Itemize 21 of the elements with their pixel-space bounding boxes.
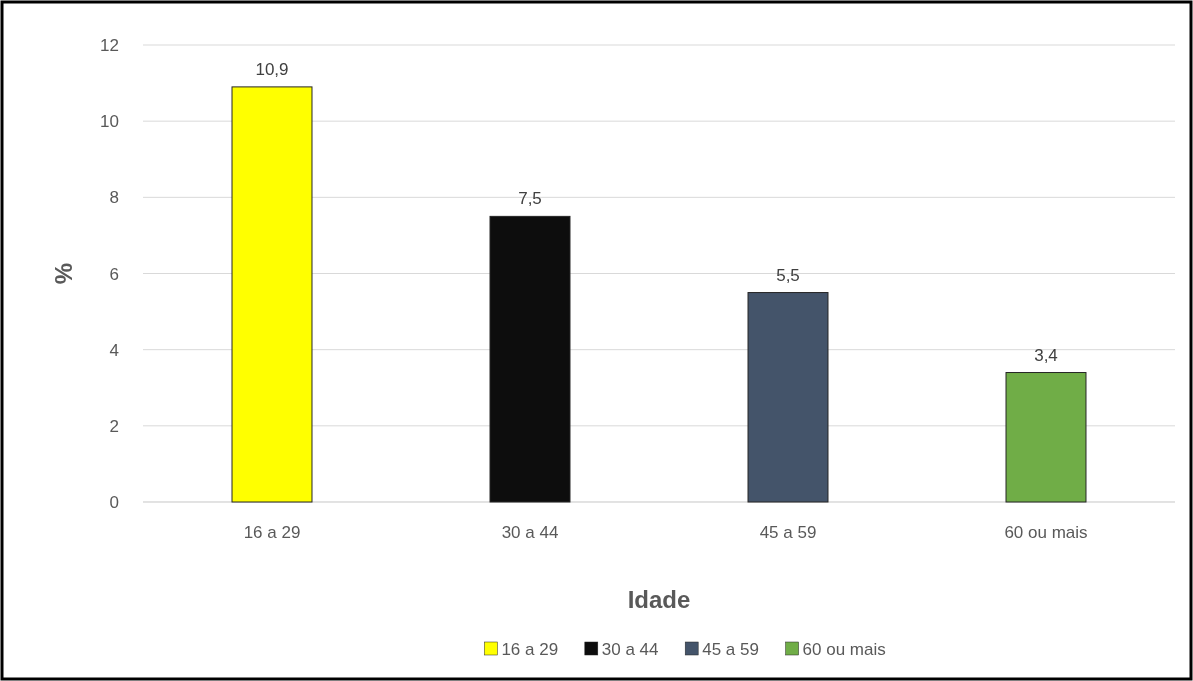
data-label: 3,4 (1034, 345, 1058, 365)
x-tick-label: 16 a 29 (243, 523, 301, 542)
y-tick-label: 6 (109, 264, 119, 284)
x-axis-title: Idade (627, 586, 691, 613)
y-tick-label: 10 (100, 112, 119, 132)
legend-label: 16 a 29 (501, 640, 559, 659)
y-tick-label: 4 (109, 340, 119, 360)
data-label: 5,5 (776, 265, 800, 285)
y-tick-label: 0 (109, 493, 119, 512)
x-tick-label: 60 ou mais (1004, 523, 1088, 542)
y-axis-title: % (50, 262, 77, 285)
y-tick-label: 8 (109, 188, 119, 208)
legend-label: 30 a 44 (601, 640, 659, 659)
legend-label: 60 ou mais (802, 640, 886, 659)
data-label: 7,5 (518, 189, 542, 209)
data-label: 10,9 (255, 59, 289, 79)
legend-label: 45 a 59 (702, 640, 759, 659)
x-tick-label: 30 a 44 (501, 523, 559, 542)
y-tick-label: 12 (100, 36, 119, 55)
x-tick-label: 45 a 59 (759, 523, 817, 542)
y-tick-label: 2 (109, 416, 119, 436)
